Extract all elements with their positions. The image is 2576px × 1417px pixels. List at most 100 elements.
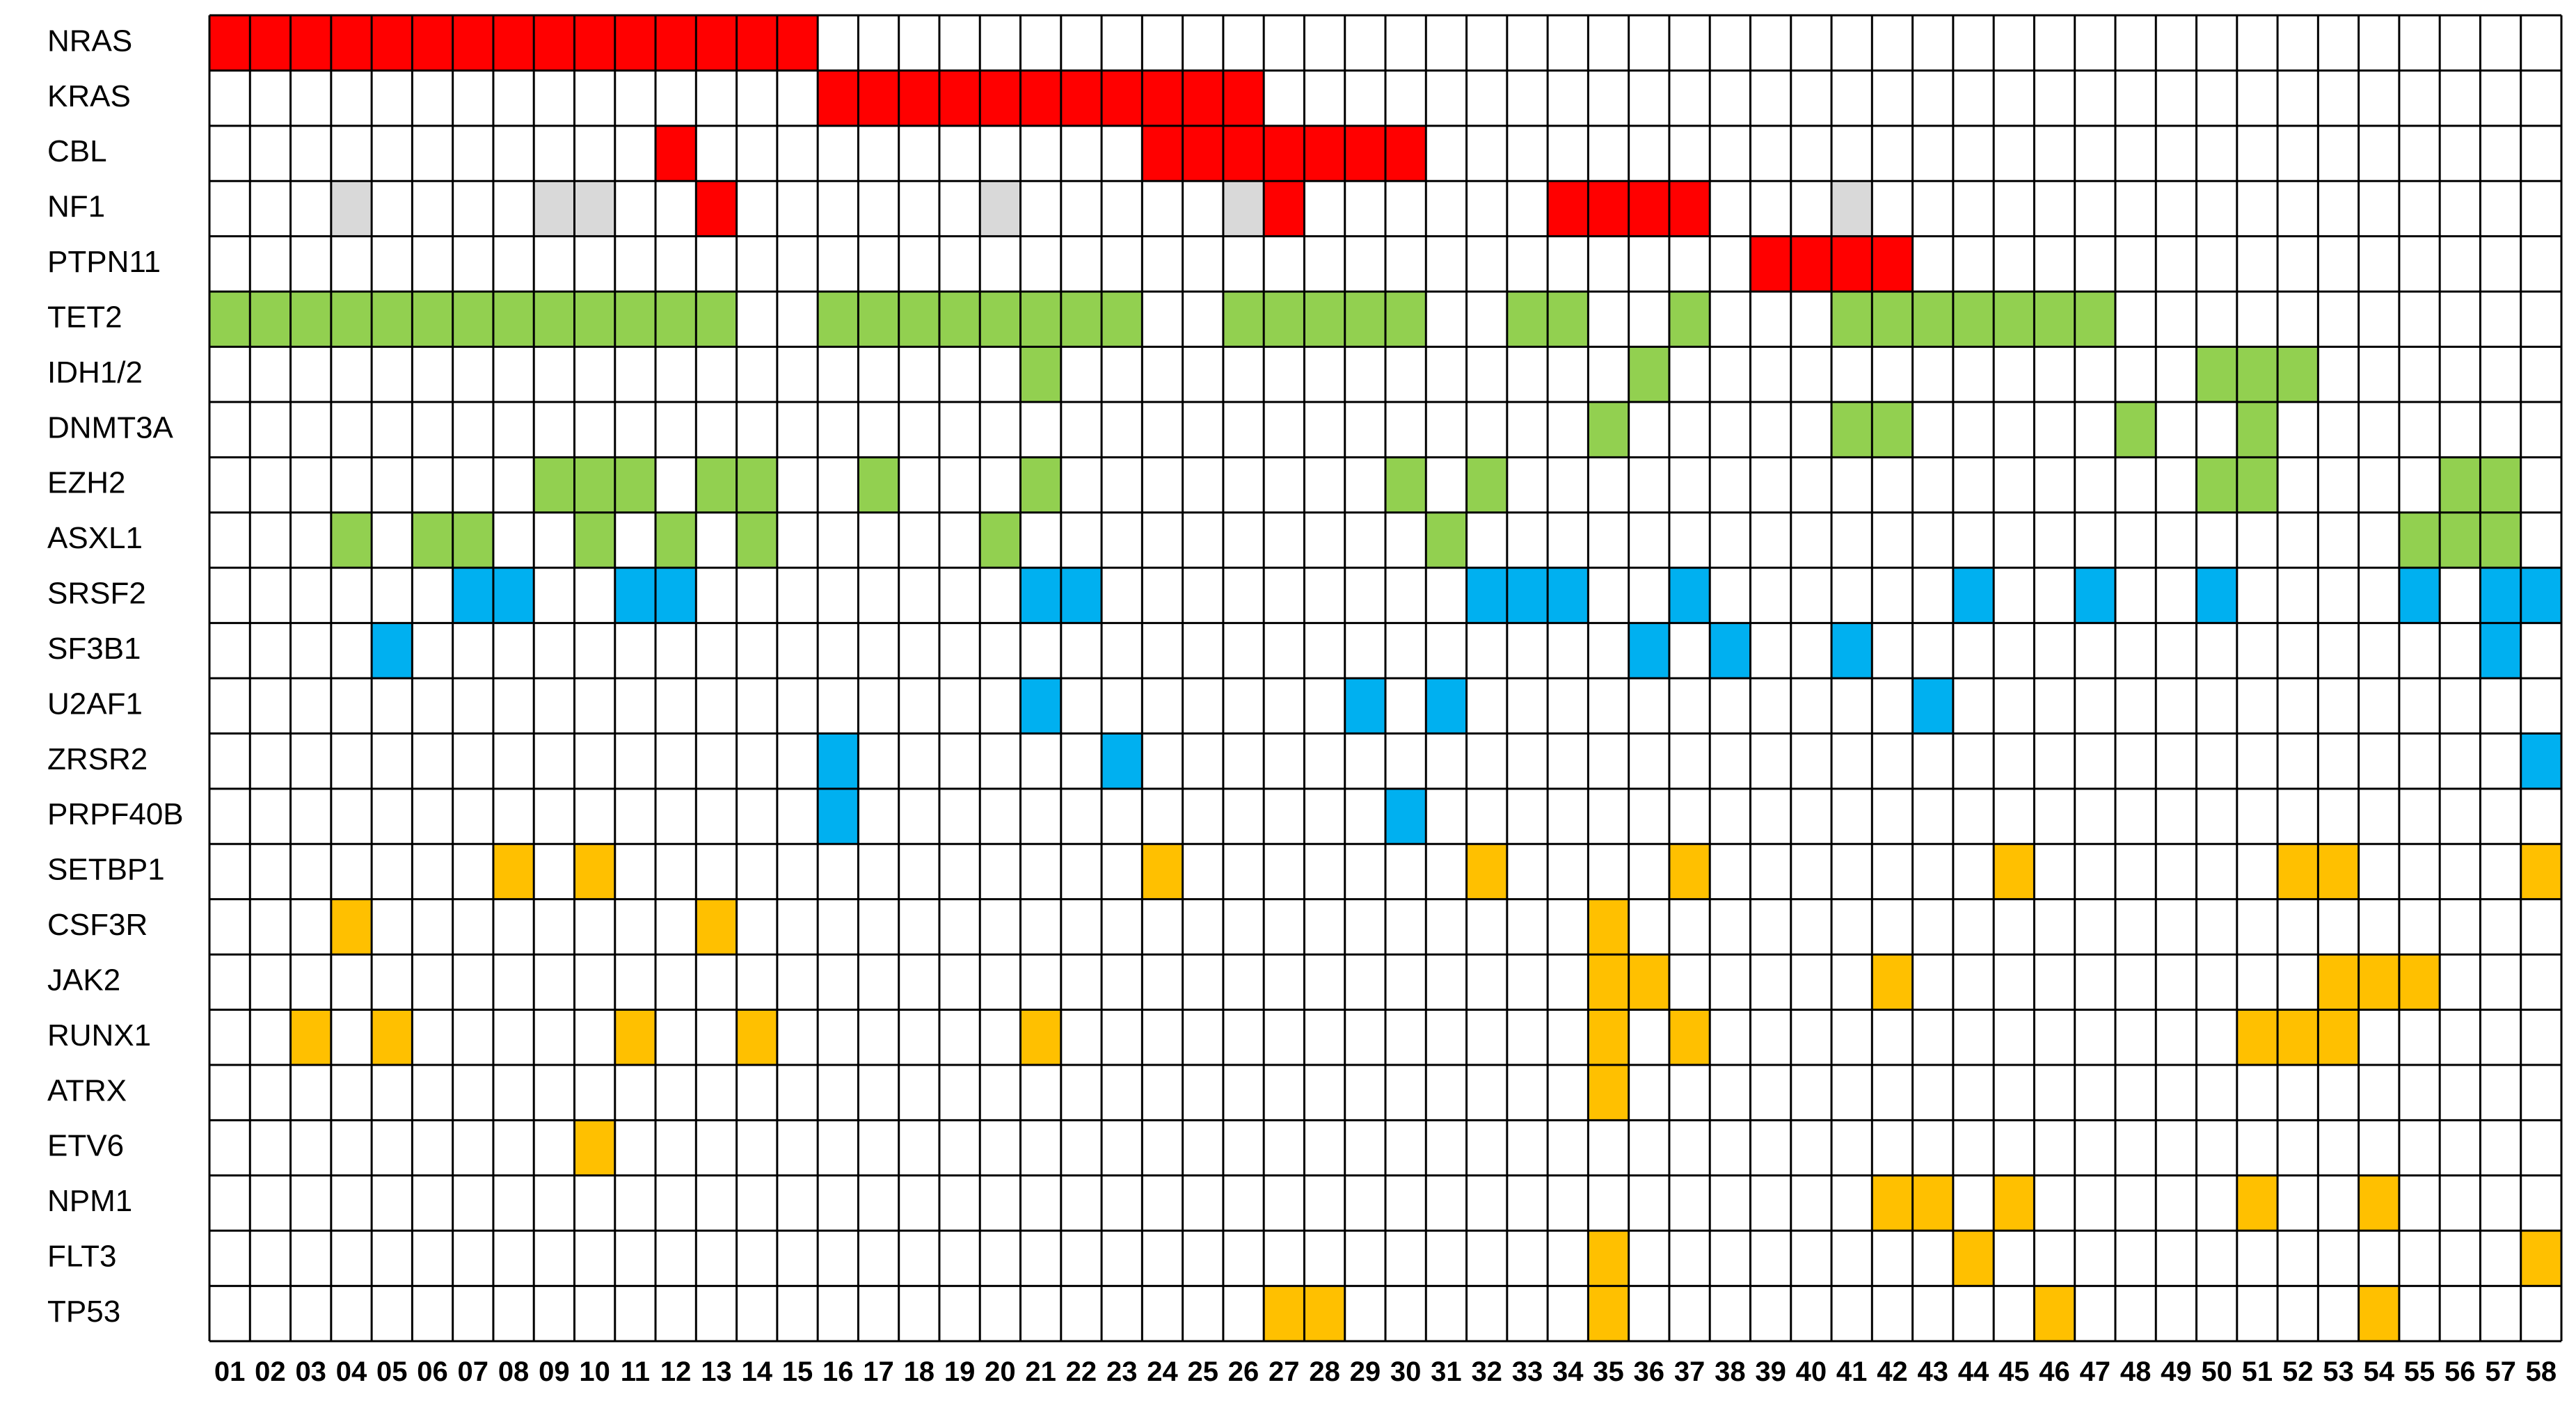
mutation-cell-TET2-34 — [1548, 291, 1589, 347]
sample-label-31: 31 — [1431, 1356, 1462, 1387]
mutation-cell-TET2-43 — [1912, 291, 1953, 347]
mutation-cell-TET2-10 — [574, 291, 615, 347]
mutation-cell-IDH1/2-21 — [1020, 346, 1061, 402]
mutation-cell-CBL-25 — [1182, 125, 1223, 182]
mutation-cell-CBL-12 — [655, 125, 697, 182]
mutation-cell-CBL-28 — [1304, 125, 1345, 182]
mutation-cell-NRAS-14 — [736, 15, 777, 71]
mutation-cell-KRAS-18 — [898, 70, 939, 126]
sample-label-28: 28 — [1309, 1356, 1340, 1387]
sample-label-39: 39 — [1755, 1356, 1786, 1387]
mutation-cell-SRSF2-47 — [2074, 568, 2115, 623]
mutation-cell-SRSF2-12 — [655, 568, 697, 623]
mutation-cell-SRSF2-08 — [493, 568, 534, 623]
sample-label-51: 51 — [2242, 1356, 2273, 1387]
mutation-cell-EZH2-30 — [1385, 457, 1426, 513]
mutation-cell-TET2-16 — [818, 291, 859, 347]
mutation-cell-ASXL1-31 — [1426, 512, 1467, 568]
mutation-cell-SRSF2-37 — [1669, 568, 1710, 623]
sample-label-10: 10 — [579, 1356, 610, 1387]
mutation-cell-U2AF1-31 — [1426, 678, 1467, 734]
mutation-cell-RUNX1-53 — [2318, 1009, 2359, 1065]
sample-label-08: 08 — [498, 1356, 530, 1387]
mutation-cell-IDH1/2-50 — [2196, 346, 2237, 402]
mutation-cell-NRAS-02 — [250, 15, 291, 71]
sample-label-41: 41 — [1836, 1356, 1868, 1387]
mutation-cell-DNMT3A-51 — [2236, 401, 2278, 458]
mutation-cell-NRAS-09 — [534, 15, 575, 71]
sample-label-34: 34 — [1552, 1356, 1584, 1387]
mutation-cell-SETBP1-32 — [1466, 844, 1507, 899]
mutation-cell-EZH2-56 — [2440, 457, 2481, 513]
sample-label-33: 33 — [1512, 1356, 1543, 1387]
mutation-cell-TET2-03 — [290, 291, 331, 347]
sample-label-32: 32 — [1471, 1356, 1502, 1387]
mutation-cell-CBL-27 — [1264, 125, 1305, 182]
mutation-cell-SRSF2-55 — [2399, 568, 2440, 623]
mutation-cell-NF1-27 — [1264, 181, 1305, 237]
gene-label-CBL: CBL — [47, 134, 107, 168]
mutation-cell-TP53-35 — [1588, 1286, 1629, 1341]
mutation-cell-ASXL1-06 — [412, 512, 453, 568]
gene-label-DNMT3A: DNMT3A — [47, 410, 174, 445]
mutation-cell-JAK2-36 — [1628, 954, 1669, 1010]
mutation-cell-EZH2-21 — [1020, 457, 1061, 513]
gene-label-ATRX: ATRX — [47, 1073, 127, 1107]
mutation-cell-TET2-28 — [1304, 291, 1345, 347]
sample-label-25: 25 — [1188, 1356, 1219, 1387]
sample-label-07: 07 — [458, 1356, 489, 1387]
gene-label-TP53: TP53 — [47, 1295, 120, 1329]
mutation-cell-U2AF1-21 — [1020, 678, 1061, 734]
sample-label-06: 06 — [417, 1356, 448, 1387]
mutation-cell-TP53-46 — [2034, 1286, 2075, 1341]
mutation-cell-RUNX1-52 — [2277, 1009, 2319, 1065]
gene-label-NPM1: NPM1 — [47, 1184, 132, 1218]
mutation-cell-IDH1/2-51 — [2236, 346, 2278, 402]
mutation-cell-SETBP1-10 — [574, 844, 615, 899]
mutation-cell-ATRX-35 — [1588, 1064, 1629, 1121]
sample-label-09: 09 — [539, 1356, 570, 1387]
mutation-cell-TET2-04 — [331, 291, 372, 347]
sample-label-15: 15 — [782, 1356, 813, 1387]
mutation-cell-SF3B1-41 — [1831, 623, 1873, 678]
mutation-cell-KRAS-22 — [1060, 70, 1102, 126]
mutation-cell-TET2-29 — [1344, 291, 1385, 347]
heatmap-grid — [208, 14, 2563, 1343]
gene-label-EZH2: EZH2 — [47, 466, 125, 500]
sample-label-02: 02 — [255, 1356, 286, 1387]
sample-label-46: 46 — [2039, 1356, 2070, 1387]
gene-label-NF1: NF1 — [47, 190, 105, 224]
gene-label-NRAS: NRAS — [47, 24, 132, 58]
mutation-cell-EZH2-50 — [2196, 457, 2237, 513]
gene-label-RUNX1: RUNX1 — [47, 1018, 151, 1052]
sample-label-43: 43 — [1917, 1356, 1948, 1387]
mutation-cell-SF3B1-57 — [2480, 623, 2521, 678]
gene-label-SRSF2: SRSF2 — [47, 577, 146, 611]
mutation-cell-IDH1/2-36 — [1628, 346, 1669, 402]
mutation-cell-SETBP1-45 — [1994, 844, 2035, 899]
sample-labels: 01 02 03 04 05 06 07 08 09 10 11 12 13 14 15 16 17 18 19 20… — [214, 1356, 2557, 1387]
mutation-cell-SETBP1-58 — [2520, 844, 2561, 899]
sample-label-47: 47 — [2080, 1356, 2111, 1387]
sample-label-01: 01 — [214, 1356, 246, 1387]
mutation-cell-TET2-02 — [250, 291, 291, 347]
mutation-cell-PRPF40B-16 — [818, 788, 859, 844]
mutation-cell-KRAS-16 — [818, 70, 859, 126]
heatmap-cells — [209, 15, 2561, 1341]
mutation-cell-ASXL1-56 — [2440, 512, 2481, 568]
sample-label-58: 58 — [2526, 1356, 2557, 1387]
mutation-cell-TP53-27 — [1264, 1286, 1305, 1341]
mutation-cell-RUNX1-03 — [290, 1009, 331, 1065]
gene-label-JAK2: JAK2 — [47, 963, 120, 997]
sample-label-37: 37 — [1674, 1356, 1706, 1387]
mutation-cell-SF3B1-05 — [372, 623, 413, 678]
mutation-cell-RUNX1-37 — [1669, 1009, 1710, 1065]
mutation-cell-FLT3-58 — [2520, 1231, 2561, 1286]
sample-label-12: 12 — [660, 1356, 692, 1387]
mutation-cell-ASXL1-55 — [2399, 512, 2440, 568]
mutation-cell-DNMT3A-42 — [1872, 401, 1913, 458]
gene-label-FLT3: FLT3 — [47, 1240, 116, 1274]
gene-label-SF3B1: SF3B1 — [47, 632, 141, 666]
mutation-cell-TET2-33 — [1506, 291, 1548, 347]
sample-label-55: 55 — [2404, 1356, 2435, 1387]
